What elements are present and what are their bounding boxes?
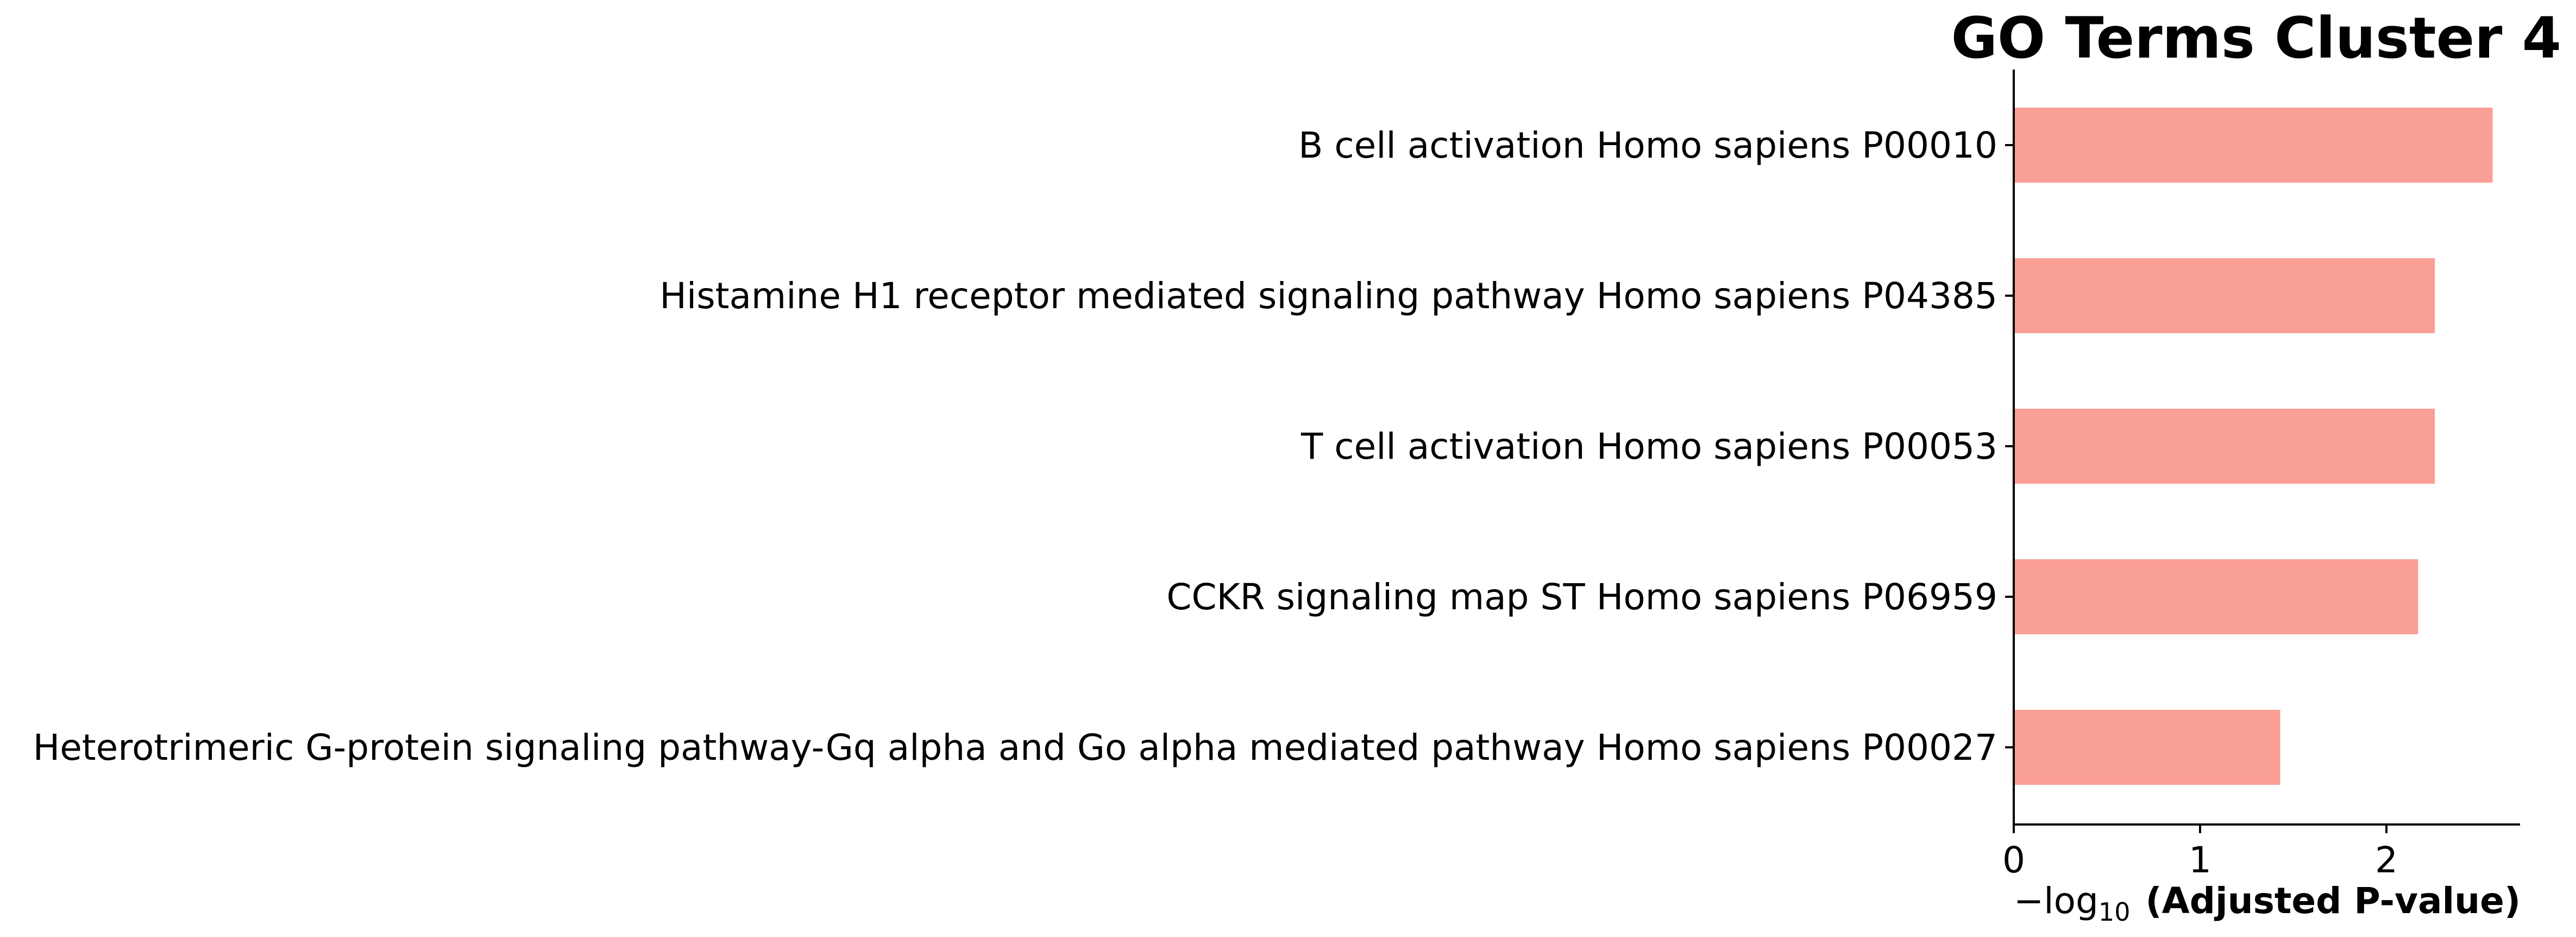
category-label-5: Heterotrimeric G-protein signaling pathw… [33, 727, 1997, 769]
category-label-2: Histamine H1 receptor mediated signaling… [659, 275, 1997, 317]
x-axis-label: −log10 (Adjusted P-value) [2014, 880, 2521, 927]
x-axis-label-prefix: −log [2014, 880, 2099, 922]
bars-layer [2014, 108, 2493, 785]
category-labels: B cell activation Homo sapiens P00010 His… [33, 124, 2014, 769]
bar-3 [2014, 409, 2435, 484]
x-tick-label-0: 0 [2002, 839, 2025, 881]
category-label-1: B cell activation Homo sapiens P00010 [1298, 124, 1997, 166]
bar-4 [2014, 559, 2418, 634]
category-label-3: T cell activation Homo sapiens P00053 [1300, 426, 1997, 467]
x-axis-label-text: (Adjusted P-value) [2145, 880, 2521, 922]
bar-1 [2014, 108, 2493, 183]
chart-title: GO Terms Cluster 4 [1951, 5, 2561, 71]
x-axis-label-subscript: 10 [2099, 897, 2131, 927]
bar-2 [2014, 258, 2435, 333]
x-tick-label-1: 1 [2189, 839, 2211, 881]
bar-5 [2014, 710, 2280, 785]
x-tick-label-2: 2 [2375, 839, 2398, 881]
x-axis-ticks: 0 1 2 [2002, 824, 2398, 881]
category-label-4: CCKR signaling map ST Homo sapiens P0695… [1166, 576, 1997, 618]
